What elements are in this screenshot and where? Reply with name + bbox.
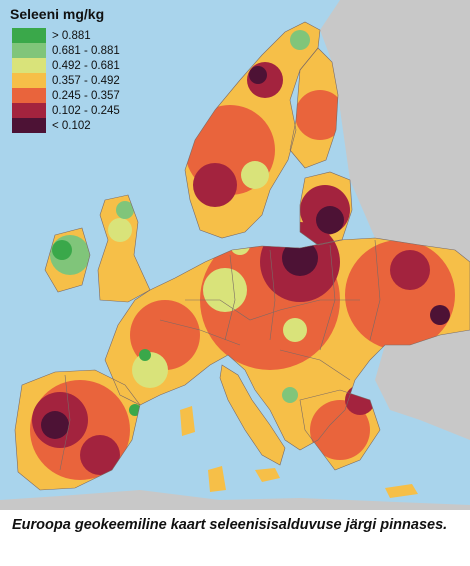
legend-swatch: [12, 43, 46, 58]
legend-swatch: [12, 73, 46, 88]
legend-item: > 0.881: [12, 28, 156, 43]
legend-swatch: [12, 28, 46, 43]
non-covered-land-africa: [0, 490, 470, 510]
legend-item: 0.681 - 0.881: [12, 43, 156, 58]
legend: Seleeni mg/kg > 0.881 0.681 - 0.881 0.49…: [6, 6, 156, 133]
legend-label: 0.245 - 0.357: [52, 89, 120, 102]
figure-caption: Euroopa geokeemiline kaart seleenisisald…: [12, 517, 448, 533]
non-covered-land-turkey: [375, 330, 470, 440]
legend-item: 0.245 - 0.357: [12, 88, 156, 103]
legend-label: 0.102 - 0.245: [52, 104, 120, 117]
legend-label: 0.681 - 0.881: [52, 44, 120, 57]
legend-swatch: [12, 103, 46, 118]
country-borders: [14, 21, 470, 491]
legend-swatch: [12, 88, 46, 103]
legend-label: < 0.102: [52, 119, 91, 132]
legend-label: 0.357 - 0.492: [52, 74, 120, 87]
legend-item: 0.492 - 0.681: [12, 58, 156, 73]
legend-swatch: [12, 118, 46, 133]
legend-item: < 0.102: [12, 118, 156, 133]
legend-label: 0.492 - 0.681: [52, 59, 120, 72]
legend-title: Seleeni mg/kg: [10, 6, 105, 22]
selenium-map: Seleeni mg/kg > 0.881 0.681 - 0.881 0.49…: [0, 0, 470, 510]
legend-item: 0.357 - 0.492: [12, 73, 156, 88]
non-covered-land-east: [320, 0, 470, 262]
legend-label: > 0.881: [52, 29, 91, 42]
map-canvas: [0, 0, 470, 510]
legend-swatch: [12, 58, 46, 73]
legend-item: 0.102 - 0.245: [12, 103, 156, 118]
